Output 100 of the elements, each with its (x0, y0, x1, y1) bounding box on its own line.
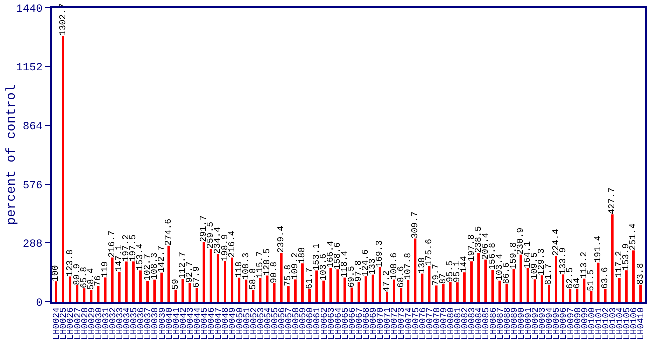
bar (555, 256, 558, 302)
bar (125, 262, 128, 302)
bar (294, 280, 297, 302)
bar (421, 274, 424, 302)
data-label: 76 (93, 276, 104, 286)
y-tick-label: 1152 (16, 62, 43, 75)
bar (386, 292, 388, 302)
bar (478, 253, 480, 302)
data-label: 119 (100, 261, 111, 278)
bar (132, 262, 135, 302)
bar (69, 276, 72, 302)
bar (322, 280, 326, 302)
bar (330, 268, 332, 302)
data-label: 251.4 (628, 224, 639, 251)
bar (202, 242, 206, 302)
bar (590, 291, 593, 302)
y-tick-label: 288 (22, 239, 43, 252)
y-tick-label: 576 (22, 180, 43, 192)
bar (618, 278, 621, 302)
data-label: 191.4 (594, 236, 604, 263)
bar (534, 280, 536, 302)
bar (463, 272, 466, 302)
y-tick-label: 0 (36, 298, 43, 310)
data-label: 51.5 (586, 270, 596, 292)
bar (62, 36, 64, 302)
bar (280, 253, 283, 302)
bar (76, 285, 79, 302)
bar (548, 285, 550, 302)
bar (414, 238, 417, 302)
x-tick-label: LH0410 (636, 308, 647, 340)
bar (196, 288, 198, 302)
data-label: 169.3 (375, 240, 386, 268)
data-label: 83.8 (636, 263, 646, 285)
y-tick-label: 1440 (16, 4, 43, 16)
bar (449, 282, 452, 302)
bar (442, 284, 445, 302)
bar (506, 284, 508, 302)
bar (350, 288, 354, 302)
bar (54, 282, 58, 302)
bar (316, 270, 318, 302)
bar (111, 258, 114, 302)
bar (484, 260, 488, 302)
bar (287, 286, 290, 302)
bar (301, 264, 304, 302)
data-label: 107.8 (403, 252, 414, 280)
data-label: 100 (51, 265, 62, 282)
bar (252, 290, 255, 302)
bar (520, 254, 522, 302)
bar (540, 276, 544, 302)
data-label: 67.9 (192, 266, 202, 288)
data-label: 90.8 (270, 262, 280, 284)
bar (470, 262, 473, 302)
bar (435, 286, 438, 302)
bar (216, 254, 220, 302)
bar (364, 276, 368, 302)
bar (259, 278, 262, 302)
y-tick-label: 864 (22, 121, 44, 134)
data-label: 64 (572, 278, 582, 289)
data-label: 274.6 (164, 218, 174, 246)
bar (90, 290, 93, 302)
bar (273, 283, 276, 302)
bar (632, 250, 635, 302)
data-label: 59 (170, 279, 181, 290)
bar (576, 288, 579, 302)
data-label: 427.7 (608, 188, 618, 215)
bar (245, 280, 248, 302)
bar (146, 281, 150, 302)
y-axis-title: percent of control (4, 84, 19, 226)
data-label: 63.6 (600, 267, 611, 290)
bar (583, 278, 586, 302)
bar (83, 288, 86, 302)
bar (562, 274, 565, 302)
bar (526, 268, 530, 302)
bar (154, 280, 156, 302)
bar (393, 280, 396, 302)
bar (224, 261, 226, 302)
bar (611, 214, 614, 302)
bar (336, 270, 340, 302)
bar (231, 258, 234, 302)
bar (492, 270, 494, 302)
bar (188, 283, 192, 302)
bar (160, 272, 164, 302)
bar (358, 282, 360, 302)
bar (174, 290, 178, 302)
data-label: 81.7 (544, 264, 554, 286)
bar (168, 246, 170, 302)
bar (640, 284, 642, 302)
bar (238, 278, 241, 302)
bar (104, 278, 107, 302)
bar (456, 282, 459, 302)
bar (597, 262, 600, 302)
bar (378, 267, 382, 302)
data-label: 142.7 (156, 246, 167, 273)
data-label: 239.4 (276, 226, 287, 254)
bar (625, 270, 628, 302)
bar (407, 280, 410, 302)
bar (604, 289, 607, 302)
bar (569, 289, 572, 302)
bar (400, 288, 403, 302)
bar (210, 249, 212, 302)
